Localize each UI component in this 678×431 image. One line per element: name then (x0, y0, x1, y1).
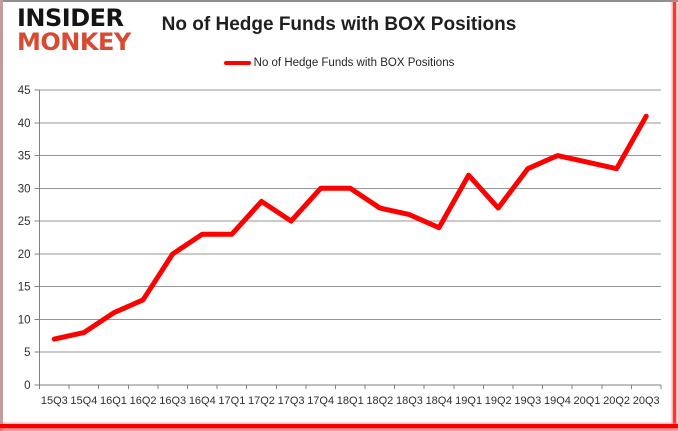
x-axis-label: 17Q2 (248, 395, 275, 407)
y-axis-label: 45 (18, 85, 31, 97)
x-axis-label: 16Q4 (189, 395, 216, 407)
x-axis-label: 15Q4 (70, 395, 97, 407)
x-axis-label: 18Q4 (426, 395, 453, 407)
legend-line-swatch (223, 61, 251, 65)
logo-word-insider: INSIDER (17, 4, 124, 32)
x-axis-label: 20Q2 (603, 395, 630, 407)
x-axis-label: 19Q3 (514, 395, 541, 407)
frame-border-right (673, 2, 676, 427)
x-axis-label: 17Q4 (307, 395, 334, 407)
y-axis-label: 15 (18, 282, 31, 294)
y-axis-label: 30 (18, 183, 31, 195)
x-axis-label: 16Q3 (159, 395, 186, 407)
frame-border-bottom (0, 424, 678, 428)
x-axis-label: 17Q3 (278, 395, 305, 407)
x-axis-label: 18Q3 (396, 395, 423, 407)
y-axis-label: 10 (18, 314, 31, 326)
x-axis-label: 17Q1 (218, 395, 245, 407)
legend-label: No of Hedge Funds with BOX Positions (253, 57, 455, 69)
frame-border-left (0, 0, 3, 431)
y-axis-label: 25 (18, 216, 31, 228)
x-axis-label: 15Q3 (41, 395, 68, 407)
y-axis-label: 0 (24, 380, 30, 392)
y-axis-label: 20 (18, 249, 31, 261)
x-axis-label: 20Q3 (633, 395, 660, 407)
series-line-box-positions (51, 113, 649, 342)
x-axis-label: 18Q1 (337, 395, 364, 407)
insider-monkey-logo: INSIDER MONKEY (17, 4, 131, 56)
x-axis-label: 18Q2 (366, 395, 393, 407)
y-axis-label: 35 (18, 151, 31, 163)
frame-border-top (0, 0, 678, 2)
x-axis-label: 19Q1 (455, 395, 482, 407)
x-axis-label: 19Q4 (544, 395, 571, 407)
x-axis-label: 16Q2 (130, 395, 157, 407)
y-axis-label: 5 (24, 347, 30, 359)
x-axis-label: 16Q1 (100, 395, 127, 407)
x-axis-label: 19Q2 (485, 395, 512, 407)
y-axis-label: 40 (18, 118, 31, 130)
chart-legend: No of Hedge Funds with BOX Positions (0, 57, 678, 69)
chart-title: No of Hedge Funds with BOX Positions (161, 14, 517, 35)
x-axis-label: 20Q1 (574, 395, 601, 407)
logo-word-monkey: MONKEY (17, 27, 131, 56)
